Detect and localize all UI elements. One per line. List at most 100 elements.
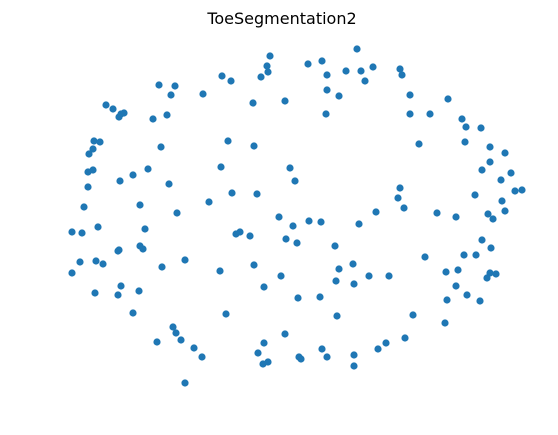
data-point bbox=[155, 81, 163, 89]
data-point bbox=[289, 222, 297, 230]
data-point bbox=[396, 184, 404, 192]
data-point bbox=[316, 293, 324, 301]
data-point bbox=[277, 272, 285, 280]
data-point bbox=[332, 277, 340, 285]
data-point bbox=[323, 353, 331, 361]
data-point bbox=[323, 71, 331, 79]
data-point bbox=[382, 339, 390, 347]
data-point bbox=[99, 260, 107, 268]
data-point bbox=[84, 183, 92, 191]
data-point bbox=[318, 57, 326, 65]
data-point bbox=[217, 163, 225, 171]
data-point bbox=[275, 213, 283, 221]
data-point bbox=[89, 145, 97, 153]
data-point bbox=[68, 228, 76, 236]
data-point bbox=[181, 256, 189, 264]
data-point bbox=[463, 291, 471, 299]
data-point bbox=[293, 239, 301, 247]
data-point bbox=[76, 258, 84, 266]
data-point bbox=[90, 137, 98, 145]
data-point bbox=[486, 158, 494, 166]
data-point bbox=[401, 334, 409, 342]
data-point bbox=[297, 355, 305, 363]
data-point bbox=[228, 189, 236, 197]
data-point bbox=[476, 297, 484, 305]
data-point bbox=[260, 283, 268, 291]
data-point bbox=[454, 266, 462, 274]
data-point bbox=[236, 228, 244, 236]
data-point bbox=[304, 60, 312, 68]
data-point bbox=[115, 246, 123, 254]
data-point bbox=[129, 171, 137, 179]
data-point bbox=[250, 261, 258, 269]
data-point bbox=[102, 101, 110, 109]
data-point bbox=[444, 95, 452, 103]
data-point bbox=[487, 244, 495, 252]
data-point bbox=[109, 105, 117, 113]
data-point bbox=[333, 312, 341, 320]
data-point bbox=[85, 150, 93, 158]
data-point bbox=[78, 229, 86, 237]
scatter-points bbox=[68, 45, 526, 387]
data-point bbox=[492, 270, 500, 278]
data-point bbox=[116, 177, 124, 185]
data-point bbox=[353, 45, 361, 53]
data-point bbox=[461, 138, 469, 146]
data-point bbox=[372, 208, 380, 216]
data-point bbox=[415, 140, 423, 148]
data-point bbox=[462, 123, 470, 131]
data-point bbox=[165, 180, 173, 188]
data-point bbox=[305, 217, 313, 225]
data-point bbox=[177, 336, 185, 344]
data-point bbox=[253, 190, 261, 198]
data-point bbox=[117, 282, 125, 290]
data-point bbox=[483, 274, 491, 282]
data-point bbox=[374, 345, 382, 353]
data-point bbox=[167, 91, 175, 99]
data-point bbox=[96, 138, 104, 146]
data-point bbox=[322, 110, 330, 118]
data-point bbox=[149, 115, 157, 123]
data-point bbox=[421, 253, 429, 261]
data-point bbox=[478, 166, 486, 174]
data-point bbox=[158, 263, 166, 271]
data-point bbox=[335, 92, 343, 100]
data-point bbox=[249, 99, 257, 107]
data-point bbox=[257, 73, 265, 81]
data-point bbox=[396, 65, 404, 73]
data-point bbox=[349, 260, 357, 268]
data-point bbox=[433, 209, 441, 217]
data-point bbox=[250, 142, 258, 150]
data-point bbox=[254, 349, 262, 357]
data-point bbox=[264, 358, 272, 366]
data-point bbox=[129, 309, 137, 317]
data-point bbox=[357, 67, 365, 75]
data-point bbox=[471, 191, 479, 199]
data-point bbox=[281, 330, 289, 338]
data-point bbox=[114, 291, 122, 299]
data-point bbox=[409, 311, 417, 319]
data-point bbox=[361, 77, 369, 85]
data-point bbox=[169, 323, 177, 331]
data-point bbox=[115, 113, 123, 121]
data-point bbox=[460, 251, 468, 259]
data-point bbox=[355, 220, 363, 228]
data-point bbox=[157, 143, 165, 151]
data-point bbox=[501, 149, 509, 157]
data-point bbox=[441, 319, 449, 327]
data-point bbox=[84, 168, 92, 176]
data-point bbox=[291, 177, 299, 185]
data-point bbox=[135, 287, 143, 295]
data-point bbox=[507, 169, 515, 177]
data-point bbox=[281, 97, 289, 105]
data-point bbox=[80, 203, 88, 211]
data-point bbox=[477, 124, 485, 132]
data-point bbox=[335, 265, 343, 273]
data-point bbox=[205, 198, 213, 206]
data-point bbox=[452, 282, 460, 290]
data-point bbox=[369, 63, 377, 71]
data-point bbox=[518, 186, 526, 194]
data-point bbox=[286, 164, 294, 172]
data-point bbox=[365, 272, 373, 280]
data-point bbox=[350, 351, 358, 359]
